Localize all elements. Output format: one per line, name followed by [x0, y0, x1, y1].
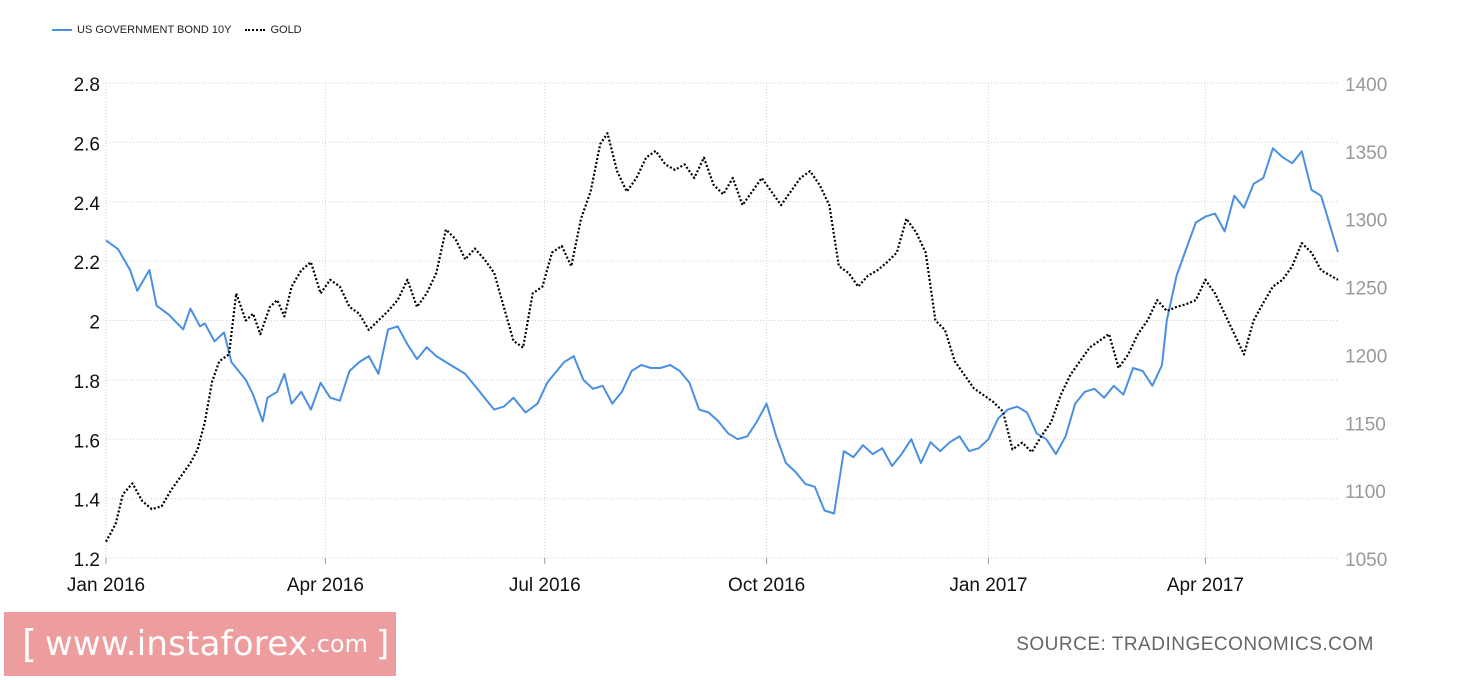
chart: 1.2 1.4 1.6 1.8 2 2.2 2.4 2.6 2.8 1050 1100 1150 120…: [67, 75, 1387, 596]
legend-item-gold[interactable]: GOLD: [245, 24, 302, 36]
y-right-tick-label: 1400: [1345, 75, 1387, 96]
y-right-tick-label: 1300: [1345, 211, 1387, 232]
y-left-tick-label: 1.6: [74, 431, 100, 452]
y-right-tick-label: 1350: [1345, 143, 1387, 164]
y-left-tick-label: 2: [89, 313, 100, 334]
x-tick-label: Oct 2016: [728, 575, 805, 596]
y-left-tick-label: 1.8: [74, 372, 100, 393]
y-left-tick-label: 2.8: [74, 75, 100, 96]
y-left-tick-label: 1.2: [74, 550, 100, 571]
y-left-tick-label: 1.4: [74, 491, 101, 512]
y-right-tick-label: 1150: [1345, 414, 1386, 435]
legend-swatch-bond: [52, 29, 72, 31]
legend-label-gold: GOLD: [270, 24, 302, 36]
y-right-tick-label: 1100: [1345, 482, 1386, 503]
legend: US GOVERNMENT BOND 10Y GOLD: [52, 24, 316, 36]
brand-bracket-open: [: [22, 622, 37, 666]
y-left-tick-label: 2.4: [74, 194, 101, 215]
x-tick-label: Apr 2016: [287, 575, 364, 596]
brand-watermark: [ www.instaforex .com ]: [4, 612, 396, 676]
x-tick-label: Jul 2016: [509, 575, 581, 596]
x-tick-label: Apr 2017: [1167, 575, 1244, 596]
series-line-bond: [105, 147, 1339, 515]
brand-bracket-close: ]: [375, 624, 390, 664]
series-line-gold: [105, 132, 1339, 543]
source-credit: SOURCE: TRADINGECONOMICS.COM: [1016, 634, 1374, 655]
brand-name: www.instaforex: [44, 624, 309, 664]
y-right-tick-label: 1200: [1345, 346, 1387, 367]
y-left-tick-label: 2.6: [74, 134, 100, 155]
y-right-tick-label: 1250: [1345, 279, 1387, 300]
y-right-tick-label: 1050: [1345, 550, 1387, 571]
legend-swatch-gold: [245, 29, 266, 31]
x-tick-label: Jan 2016: [67, 575, 145, 596]
x-tick-label: Jan 2017: [949, 575, 1027, 596]
legend-label-bond: US GOVERNMENT BOND 10Y: [77, 24, 232, 36]
brand-domain: .com: [309, 630, 368, 658]
legend-item-bond[interactable]: US GOVERNMENT BOND 10Y: [52, 24, 231, 36]
y-left-tick-label: 2.2: [74, 253, 100, 274]
